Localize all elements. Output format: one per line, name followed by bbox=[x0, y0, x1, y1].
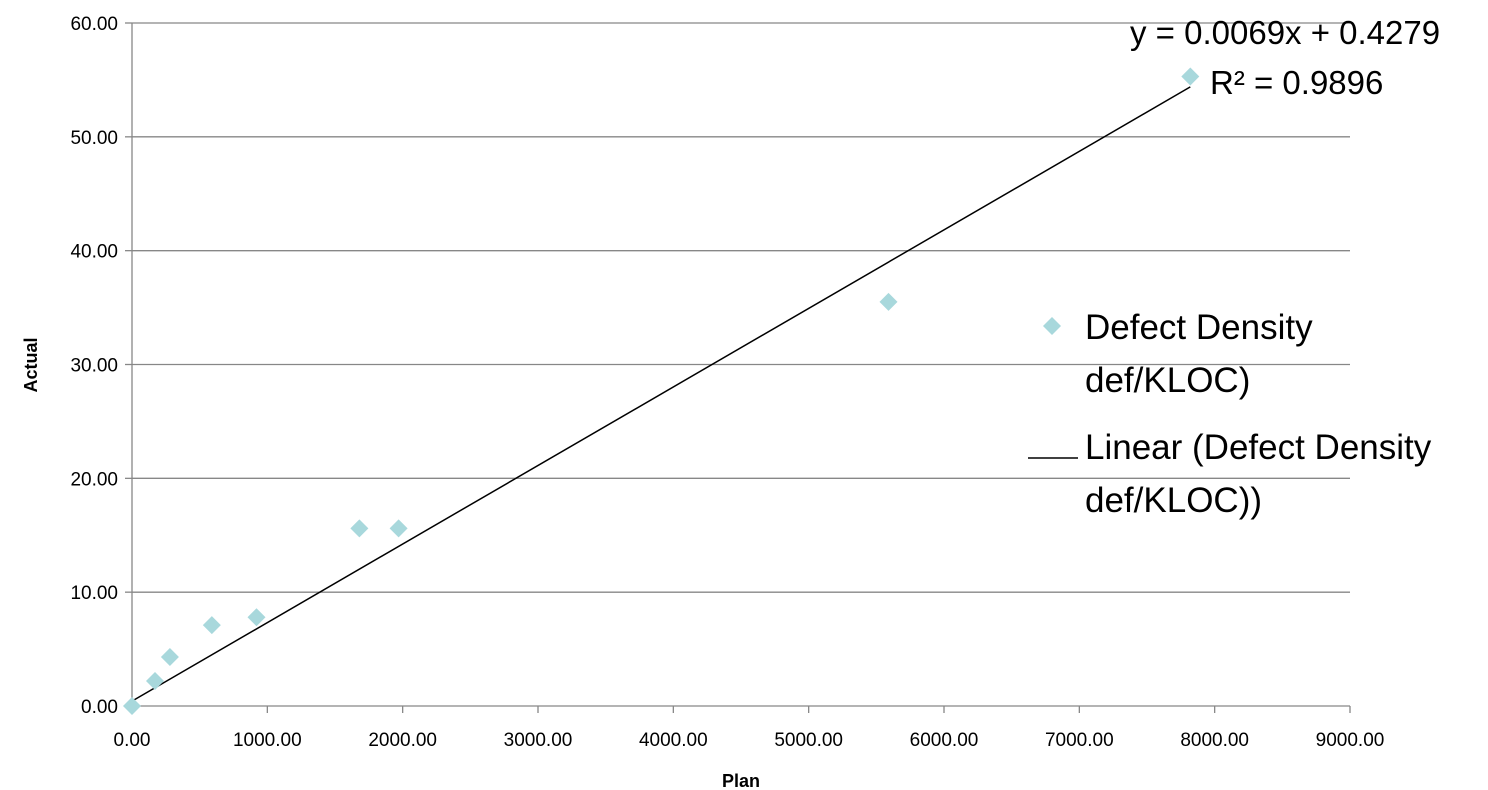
legend-item-trendline: Linear (Defect Density def/KLOC)) bbox=[1028, 428, 1432, 520]
data-point bbox=[123, 697, 141, 715]
x-tick-label: 8000.00 bbox=[1180, 730, 1249, 751]
trendline-group bbox=[131, 86, 1191, 702]
x-tick-label: 4000.00 bbox=[639, 730, 708, 751]
y-tick-label: 50.00 bbox=[70, 128, 118, 149]
x-tick-label: 7000.00 bbox=[1045, 730, 1114, 751]
legend-diamond-marker bbox=[1043, 317, 1061, 335]
legend-series-label-line1: Defect Density bbox=[1085, 308, 1313, 347]
data-points bbox=[123, 67, 1200, 715]
x-tick-label: 9000.00 bbox=[1316, 730, 1385, 751]
legend-trendline-label-line1: Linear (Defect Density bbox=[1085, 428, 1432, 467]
data-point bbox=[202, 616, 221, 635]
data-point bbox=[160, 648, 179, 667]
axes bbox=[125, 22, 1351, 713]
y-tick-label: 0.00 bbox=[81, 697, 118, 718]
x-tick-label: 5000.00 bbox=[774, 730, 843, 751]
x-tick-label: 0.00 bbox=[114, 730, 151, 751]
x-axis-title: Plan bbox=[722, 771, 760, 790]
x-tick-label: 6000.00 bbox=[910, 730, 979, 751]
trendline-equation: y = 0.0069x + 0.4279 bbox=[1130, 14, 1440, 51]
x-tick-label: 2000.00 bbox=[368, 730, 437, 751]
data-point bbox=[1181, 67, 1200, 86]
trendline-r-squared: R² = 0.9896 bbox=[1210, 64, 1383, 101]
y-axis-title: Actual bbox=[21, 337, 41, 392]
legend-series-label-line2: def/KLOC) bbox=[1085, 361, 1250, 400]
data-point bbox=[350, 519, 369, 538]
legend: Defect Density def/KLOC) Linear (Defect … bbox=[1028, 308, 1432, 520]
legend-item-series: Defect Density def/KLOC) bbox=[1043, 308, 1313, 400]
y-tick-label: 60.00 bbox=[70, 14, 118, 35]
y-tick-label: 30.00 bbox=[70, 356, 118, 377]
legend-trendline-label-line2: def/KLOC)) bbox=[1085, 481, 1262, 520]
data-point bbox=[247, 608, 266, 627]
data-point bbox=[879, 292, 898, 311]
y-tick-labels: 0.00 10.00 20.00 30.00 40.00 50.00 60.00 bbox=[70, 14, 118, 718]
x-tick-label: 1000.00 bbox=[233, 730, 302, 751]
data-point bbox=[146, 671, 165, 690]
gridlines bbox=[132, 22, 1350, 593]
x-tick-labels: 0.00 1000.00 2000.00 3000.00 4000.00 5000.00 6… bbox=[114, 730, 1385, 751]
trendline bbox=[131, 86, 1191, 702]
y-tick-label: 20.00 bbox=[70, 469, 118, 490]
y-tick-label: 40.00 bbox=[70, 242, 118, 263]
x-tick-label: 3000.00 bbox=[504, 730, 573, 751]
y-tick-label: 10.00 bbox=[70, 583, 118, 604]
data-point bbox=[389, 519, 408, 538]
